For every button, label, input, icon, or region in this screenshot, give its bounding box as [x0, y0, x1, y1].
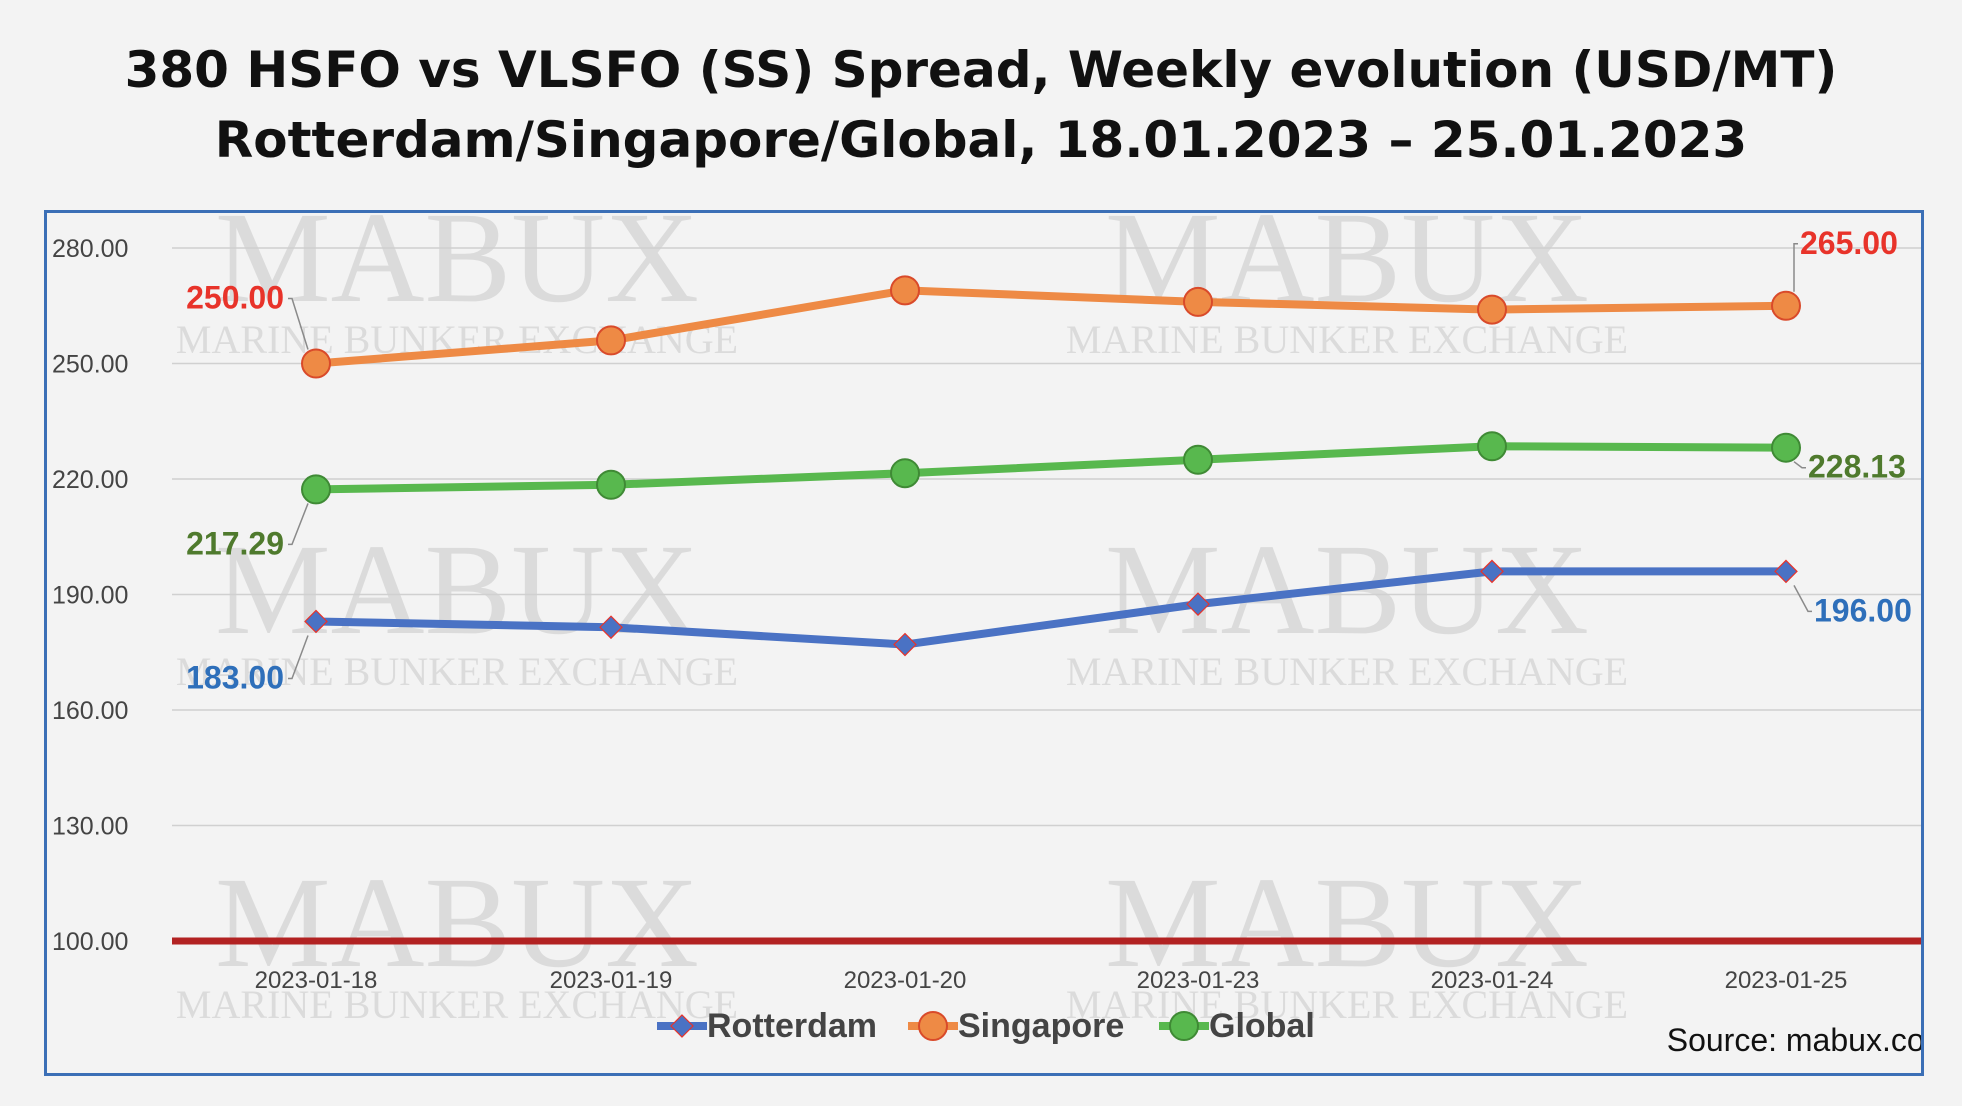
- legend-swatch-marker: [670, 1014, 694, 1038]
- x-tick-label: 2023-01-23: [1137, 967, 1260, 994]
- data-point-rotterdam: [893, 632, 917, 657]
- watermark-tagline: MARINE BUNKER EXCHANGE: [1066, 649, 1628, 694]
- data-labels: 183.00 196.00 250.00 265.00 217.29 228.13: [186, 225, 1912, 696]
- data-point-singapore: [596, 325, 626, 356]
- x-tick-label: 2023-01-20: [844, 967, 967, 994]
- x-axis: 2023-01-18 2023-01-19 2023-01-20 2023-01-23…: [255, 967, 1848, 994]
- watermark-tagline: MARINE BUNKER EXCHANGE: [176, 982, 738, 1027]
- watermark-brand: MABUX: [1105, 851, 1589, 995]
- leader-line: [288, 635, 309, 680]
- legend-item-rotterdam: Rotterdam: [657, 1007, 877, 1045]
- leader-line: [1793, 243, 1798, 292]
- chart-title-line1: 380 HSFO vs VLSFO (SS) Spread, Weekly ev…: [124, 41, 1838, 99]
- y-tick-label: 280.00: [52, 235, 128, 263]
- data-label-singapore: 250.00: [186, 280, 284, 316]
- data-point-rotterdam: [1480, 559, 1504, 584]
- legend-swatch-marker: [918, 1011, 948, 1041]
- x-tick-label: 2023-01-19: [550, 967, 673, 994]
- watermark-brand: MABUX: [215, 851, 699, 995]
- data-point-singapore: [1477, 294, 1507, 325]
- x-tick-label: 2023-01-25: [1725, 967, 1848, 994]
- y-tick-label: 100.00: [52, 928, 128, 956]
- y-tick-label: 250.00: [52, 351, 128, 379]
- data-point-singapore: [301, 348, 331, 379]
- series-singapore: [301, 275, 1801, 379]
- leader-line: [288, 297, 309, 350]
- legend-label: Singapore: [958, 1007, 1124, 1045]
- source-note: Source: mabux.com: [1667, 1022, 1921, 1058]
- watermark-tagline: MARINE BUNKER EXCHANGE: [1066, 317, 1628, 362]
- watermark-tagline: MARINE BUNKER EXCHANGE: [1066, 982, 1628, 1027]
- series-line-rotterdam: [315, 567, 1786, 649]
- legend: Rotterdam Singapore Global: [657, 1007, 1315, 1045]
- data-point-singapore: [1183, 286, 1213, 317]
- data-point-global: [1771, 432, 1801, 463]
- data-point-singapore: [890, 275, 920, 306]
- watermark-tagline: MARINE BUNKER EXCHANGE: [176, 649, 738, 694]
- leader-line: [1793, 461, 1806, 469]
- legend-label: Rotterdam: [707, 1007, 877, 1045]
- series-rotterdam: [304, 559, 1798, 657]
- watermark-brand: MABUX: [215, 518, 699, 662]
- series-line-global: [315, 442, 1787, 494]
- leader-line: [288, 503, 309, 546]
- data-point-global: [1183, 444, 1213, 475]
- data-point-rotterdam: [1186, 592, 1210, 616]
- legend-swatch-marker: [1169, 1011, 1199, 1041]
- legend-label: Global: [1209, 1007, 1315, 1045]
- data-point-global: [890, 458, 920, 489]
- data-label-global: 228.13: [1808, 449, 1906, 485]
- legend-item-singapore: Singapore: [908, 1007, 1124, 1045]
- gridlines: [172, 247, 1921, 945]
- data-label-singapore: 265.00: [1800, 225, 1898, 261]
- series-line-singapore: [315, 286, 1787, 368]
- y-axis: 100.00 130.00 160.00 190.00 220.00 250.00 280.…: [52, 235, 128, 956]
- data-label-global: 217.29: [186, 525, 284, 561]
- data-point-global: [1477, 431, 1507, 462]
- data-point-rotterdam: [1774, 559, 1798, 584]
- y-tick-label: 130.00: [52, 813, 128, 841]
- y-tick-label: 220.00: [52, 466, 128, 494]
- y-tick-label: 190.00: [52, 582, 128, 610]
- data-point-singapore: [1771, 290, 1801, 321]
- chart-frame: MABUX MARINE BUNKER EXCHANGE MABUX MARINE B…: [44, 210, 1924, 1076]
- data-point-rotterdam: [304, 609, 328, 634]
- data-label-rotterdam: 183.00: [186, 659, 284, 695]
- series-global: [301, 431, 1801, 505]
- legend-item-global: Global: [1159, 1007, 1315, 1045]
- x-tick-label: 2023-01-24: [1431, 967, 1554, 994]
- y-tick-label: 160.00: [52, 697, 128, 725]
- chart-title-line2: Rotterdam/Singapore/Global, 18.01.2023 –…: [214, 111, 1748, 169]
- x-tick-label: 2023-01-18: [255, 967, 378, 994]
- series-layer: [301, 275, 1801, 657]
- data-point-global: [301, 474, 331, 505]
- data-point-global: [596, 469, 626, 500]
- data-point-rotterdam: [599, 615, 623, 640]
- data-label-rotterdam: 196.00: [1814, 592, 1912, 628]
- watermark-brand: MABUX: [215, 213, 699, 330]
- leader-line: [1793, 585, 1812, 613]
